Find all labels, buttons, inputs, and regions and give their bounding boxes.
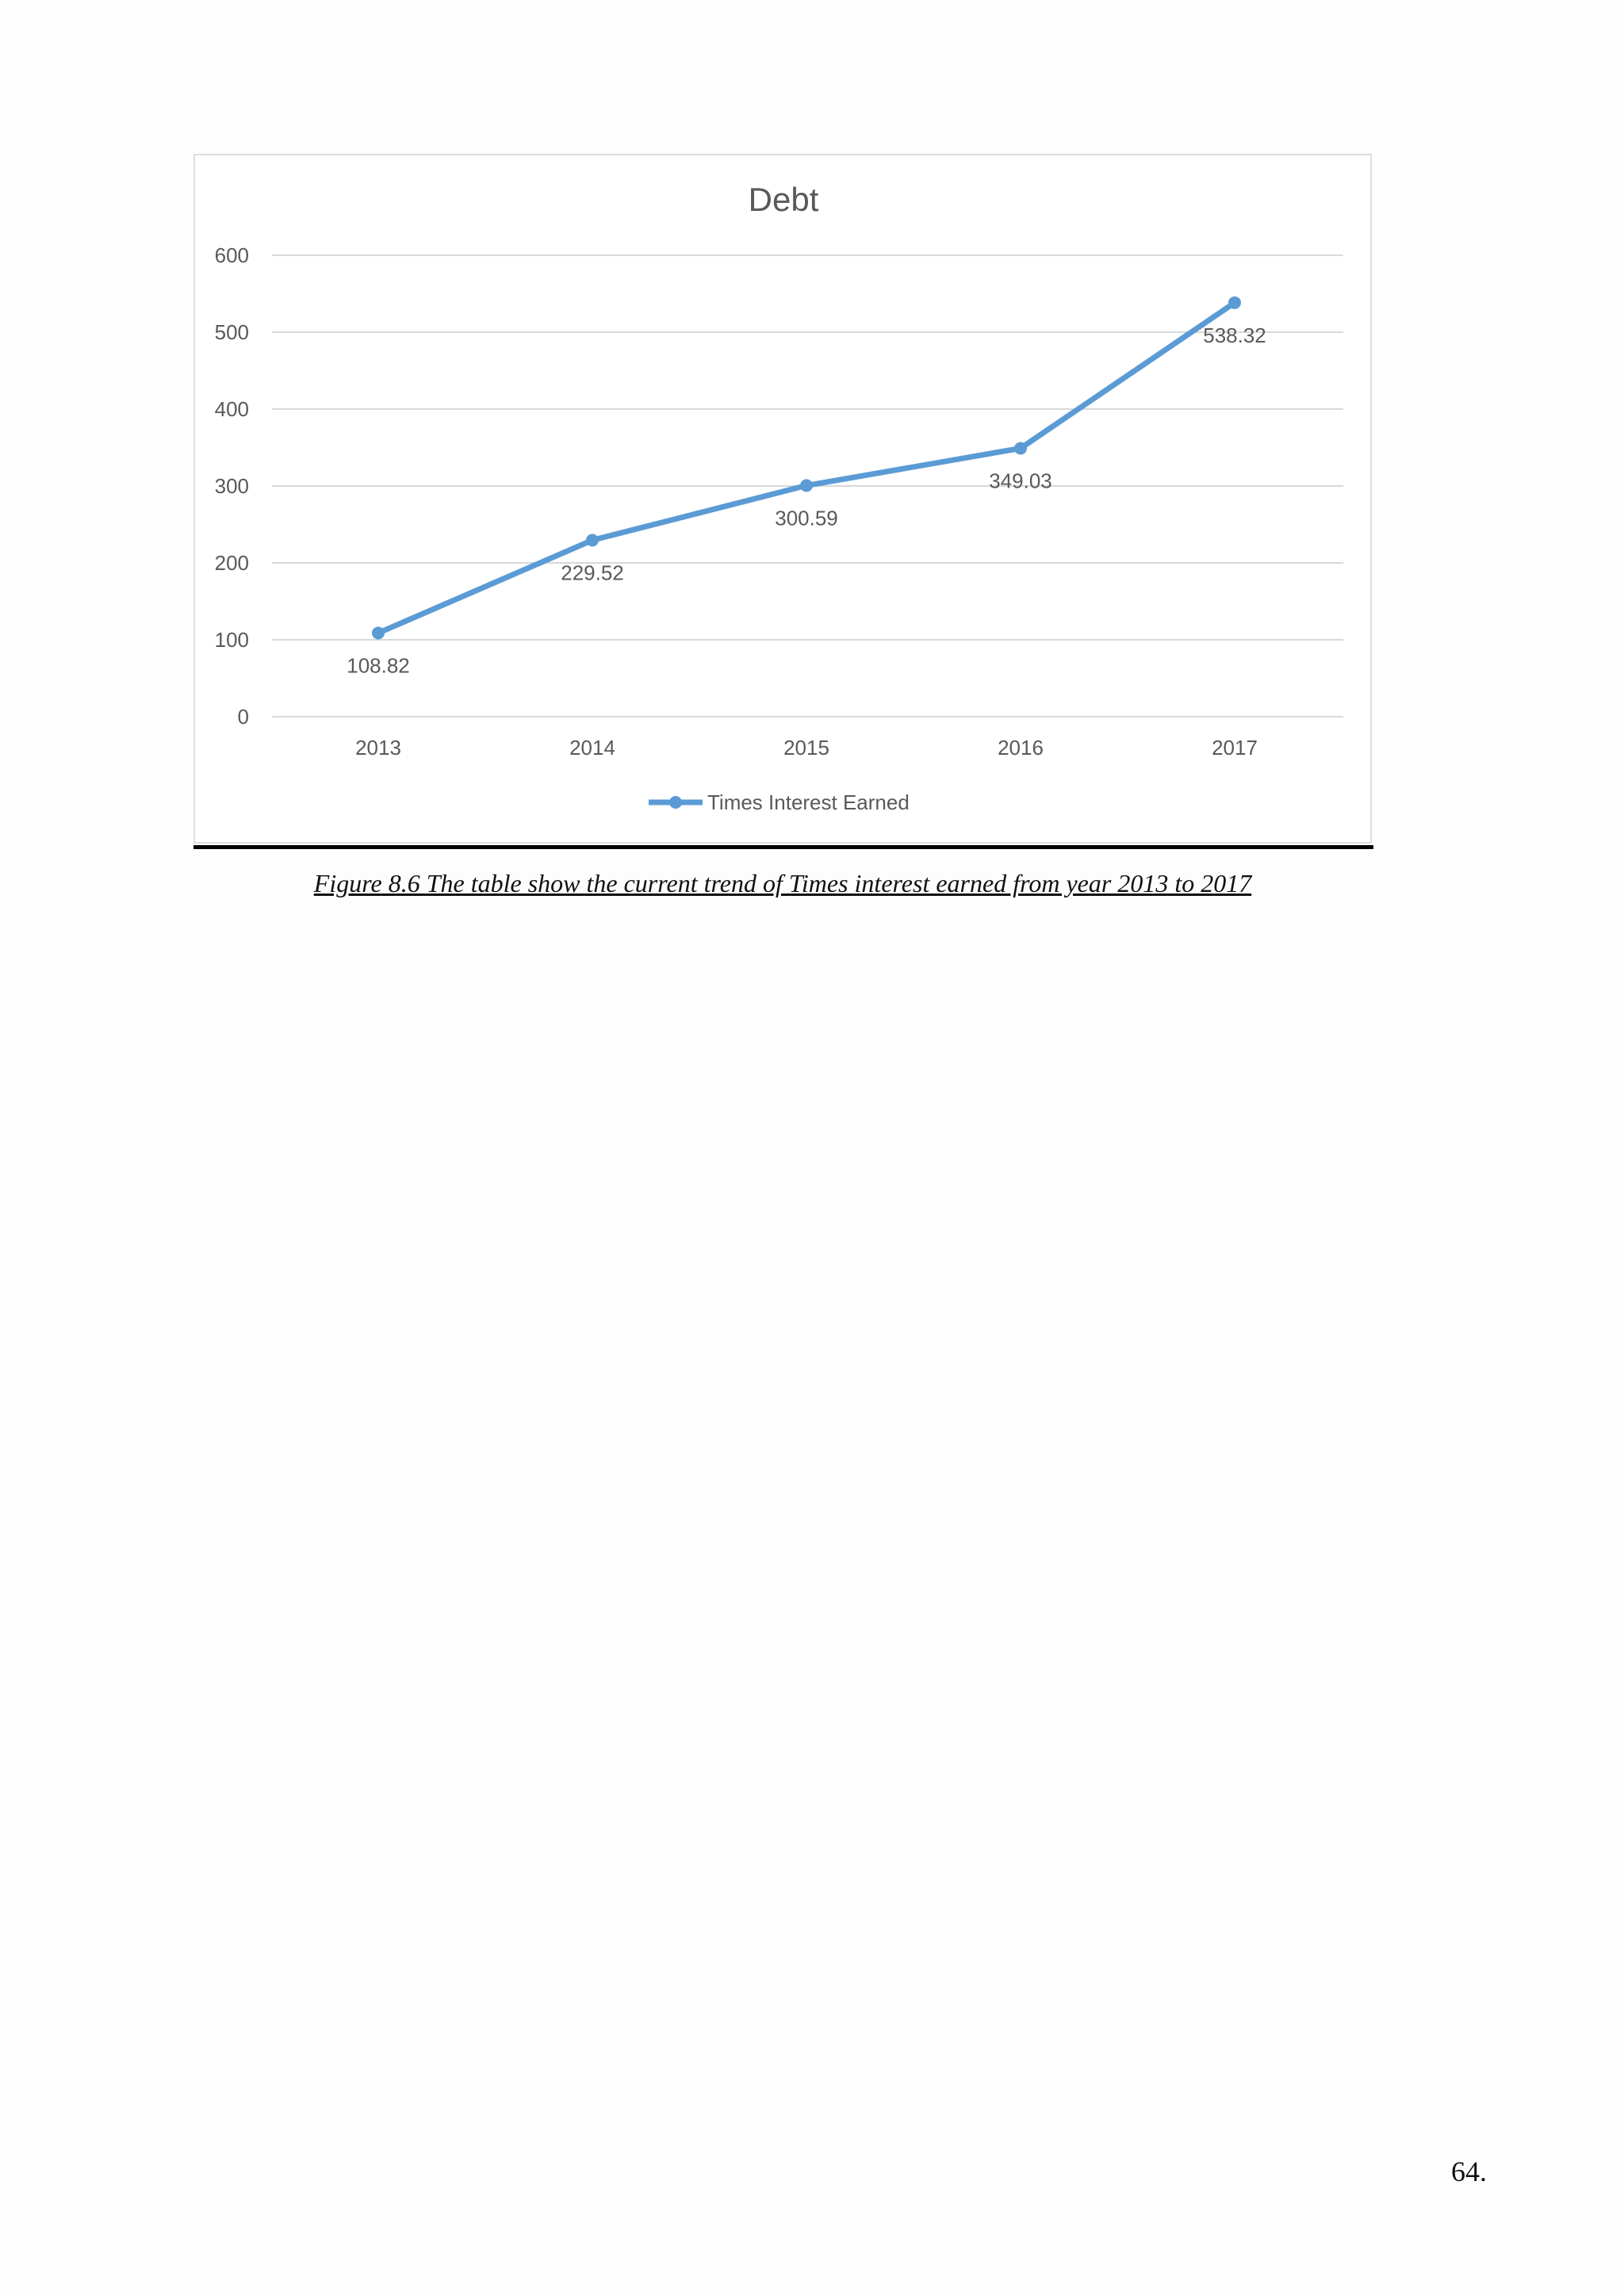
data-label: 349.03: [989, 469, 1052, 492]
y-tick-label: 0: [238, 705, 249, 729]
y-tick-label: 200: [215, 551, 249, 575]
data-label: 229.52: [561, 561, 624, 584]
y-tick-label: 100: [215, 628, 249, 652]
data-point: [372, 626, 385, 640]
data-point: [800, 479, 813, 492]
x-tick-label: 2014: [569, 736, 615, 760]
x-tick-label: 2013: [355, 736, 401, 760]
x-tick-label: 2017: [1212, 736, 1258, 760]
data-point: [1014, 442, 1027, 455]
x-tick-label: 2015: [783, 736, 829, 760]
legend-label: Times Interest Earned: [707, 790, 910, 814]
y-tick-label: 300: [215, 474, 249, 498]
page-number: 64.: [1451, 2156, 1487, 2187]
chart-title: Debt: [749, 181, 819, 218]
y-tick-label: 400: [215, 397, 249, 421]
data-point: [586, 534, 599, 547]
y-tick-label: 600: [215, 243, 249, 267]
chart-underline: [193, 845, 1373, 849]
x-tick-label: 2016: [998, 736, 1044, 760]
data-label: 538.32: [1203, 323, 1266, 347]
data-point: [1228, 296, 1241, 309]
figure-caption: Figure 8.6 The table show the current tr…: [313, 869, 1252, 897]
y-tick-label: 500: [215, 320, 249, 344]
series-line: [375, 300, 1238, 636]
data-label: 108.82: [347, 653, 410, 677]
legend-point-marker: [669, 796, 682, 809]
chart-frame: [193, 154, 1372, 844]
data-label: 300.59: [775, 506, 838, 530]
